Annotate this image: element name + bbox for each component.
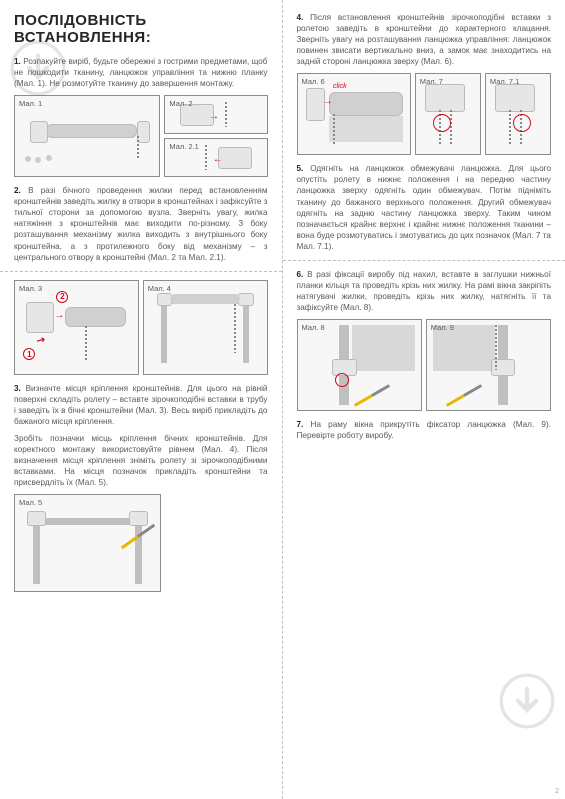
fig-row-2: Мал. 3 1 2 → ↘ Мал. 4 [14, 280, 268, 375]
step-1-text: 1. Розпакуйте виріб, будьте обережні з г… [14, 56, 268, 89]
divider [0, 271, 282, 272]
fig-row-1: Мал. 1 Мал. 2 [14, 95, 268, 177]
figure-6: Мал. 6 → click [297, 73, 411, 155]
fig-row-4: Мал. 6 → click Мал. 7 [297, 73, 552, 155]
figure-3: Мал. 3 1 2 → ↘ [14, 280, 139, 375]
step-2-text: 2. В разі бічного проведення жилки перед… [14, 185, 268, 262]
figure-1: Мал. 1 [14, 95, 160, 177]
figure-2-1: Мал. 2.1 ← [164, 138, 267, 177]
click-label: click [333, 83, 347, 90]
step-6-text: 6. В разі фіксації виробу під нахил, вст… [297, 269, 552, 313]
figure-7: Мал. 7 [415, 73, 481, 155]
divider [283, 260, 565, 261]
step-3b-text: Зробіть позначки місць кріплення бічних … [14, 433, 268, 488]
left-column: ПОСЛІДОВНІСТЬ ВСТАНОВЛЕННЯ: 1. Розпакуйт… [0, 0, 283, 799]
right-column: 4. Після встановлення кронштейнів зірочк… [283, 0, 565, 799]
num-1: 1 [23, 348, 35, 360]
figure-7-1: Мал. 7.1 [485, 73, 551, 155]
fig-row-3: Мал. 5 [14, 494, 268, 592]
step-4-text: 4. Після встановлення кронштейнів зірочк… [297, 12, 552, 67]
page-title: ПОСЛІДОВНІСТЬ ВСТАНОВЛЕННЯ: [14, 12, 268, 46]
figure-4: Мал. 4 [143, 280, 268, 375]
figure-9: Мал. 9 [426, 319, 551, 411]
page-number: 2 [555, 788, 559, 795]
watermark-icon [499, 673, 555, 729]
step-5-text: 5. Одягніть на ланцюжок обмежувачі ланцю… [297, 163, 552, 252]
figure-2: Мал. 2 → [164, 95, 267, 134]
step-7-text: 7. На раму вікна прикрутіть фіксатор лан… [297, 419, 552, 441]
figure-5: Мал. 5 [14, 494, 161, 592]
fig-row-5: Мал. 8 Мал. 9 [297, 319, 552, 411]
step-3a-text: 3. Визначте місця кріплення кронштейнів.… [14, 383, 268, 427]
num-2: 2 [56, 291, 68, 303]
page: ПОСЛІДОВНІСТЬ ВСТАНОВЛЕННЯ: 1. Розпакуйт… [0, 0, 565, 799]
figure-8: Мал. 8 [297, 319, 422, 411]
